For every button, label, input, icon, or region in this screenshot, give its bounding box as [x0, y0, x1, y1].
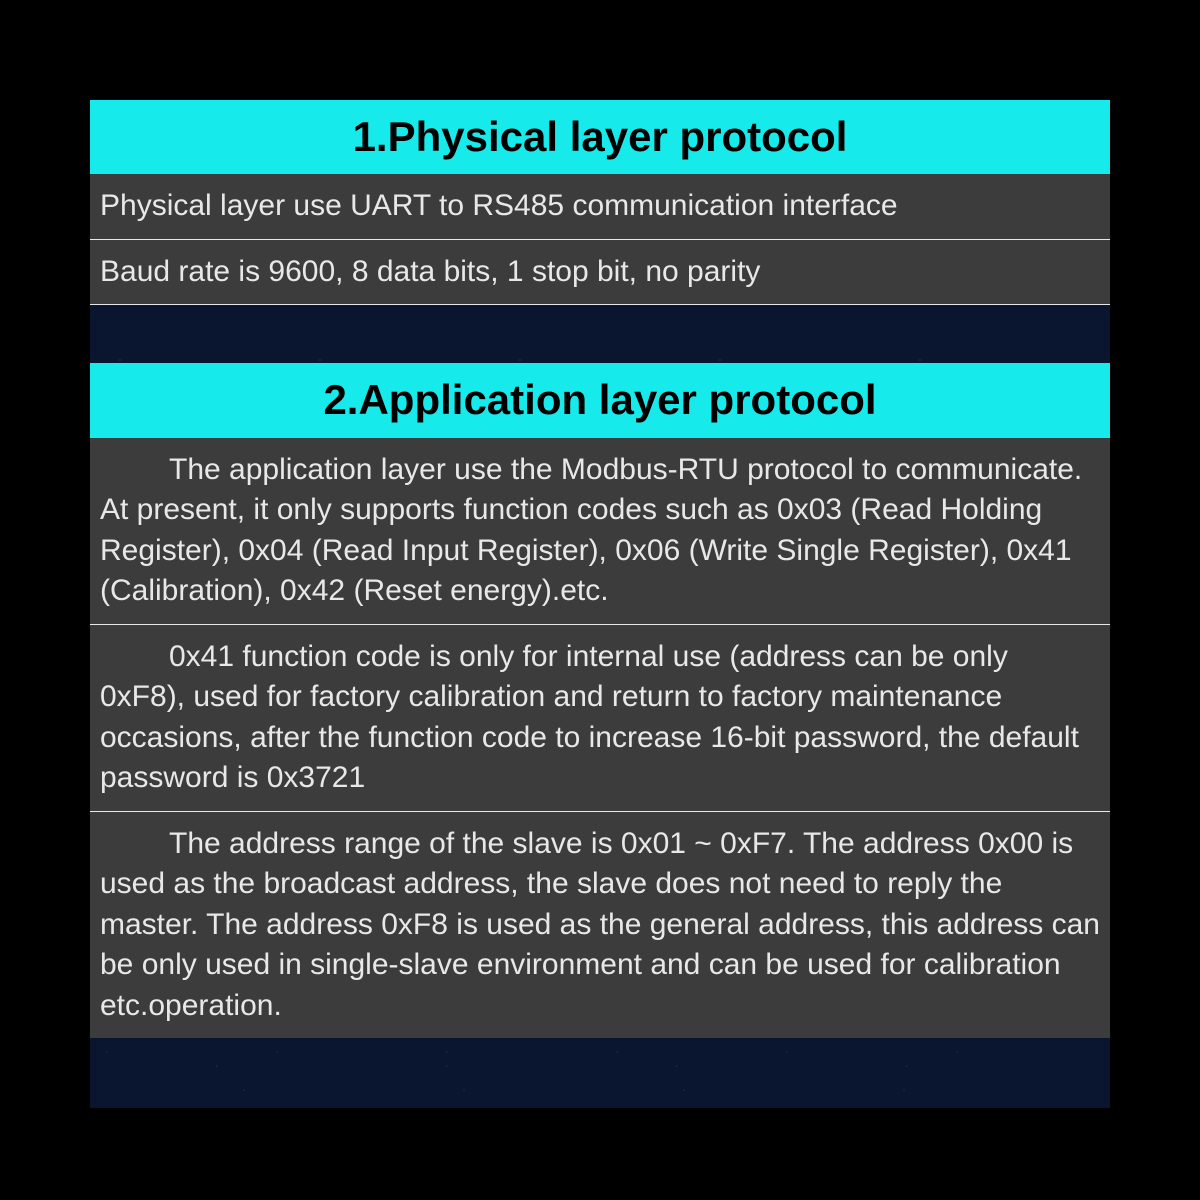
- section-gap: [90, 305, 1110, 363]
- section-2-row-0: The application layer use the Modbus-RTU…: [90, 438, 1110, 625]
- section-1-row-0: Physical layer use UART to RS485 communi…: [90, 174, 1110, 240]
- section-2-header: 2.Application layer protocol: [90, 363, 1110, 437]
- section-2-row-2: The address range of the slave is 0x01 ~…: [90, 812, 1110, 1039]
- section-1-row-1: Baud rate is 9600, 8 data bits, 1 stop b…: [90, 240, 1110, 306]
- document-container: 1.Physical layer protocol Physical layer…: [90, 100, 1110, 1108]
- section-1-header: 1.Physical layer protocol: [90, 100, 1110, 174]
- section-2-row-1: 0x41 function code is only for internal …: [90, 625, 1110, 812]
